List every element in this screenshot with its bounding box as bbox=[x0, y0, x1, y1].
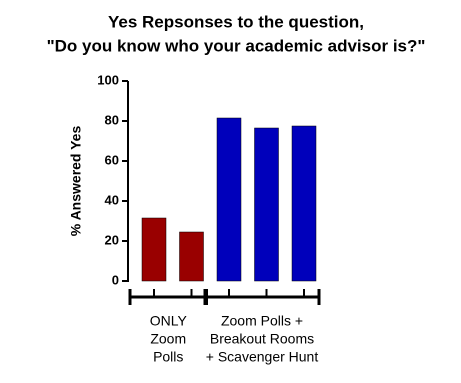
y-tick-label: 60 bbox=[105, 152, 119, 167]
chart-title: "Do you know who your academic advisor i… bbox=[47, 36, 426, 55]
y-tick-label: 100 bbox=[97, 72, 119, 87]
bar bbox=[141, 217, 167, 282]
chart-title: Yes Repsonses to the question, bbox=[108, 12, 364, 31]
bar bbox=[291, 125, 317, 282]
bar bbox=[179, 231, 204, 282]
group-label: Zoom bbox=[150, 331, 186, 347]
group-label: Polls bbox=[153, 349, 183, 365]
bar bbox=[254, 127, 279, 282]
group-label: Breakout Rooms bbox=[210, 331, 314, 347]
group-label: + Scavenger Hunt bbox=[206, 349, 319, 365]
y-tick-label: 40 bbox=[105, 192, 119, 207]
y-tick-label: 80 bbox=[105, 112, 119, 127]
y-tick-label: 0 bbox=[112, 272, 119, 287]
y-tick-label: 20 bbox=[105, 232, 119, 247]
group-label: ONLY bbox=[150, 313, 188, 329]
group-label: Zoom Polls + bbox=[221, 313, 303, 329]
bar bbox=[216, 117, 242, 282]
y-axis-label: % Answered Yes bbox=[68, 126, 84, 237]
